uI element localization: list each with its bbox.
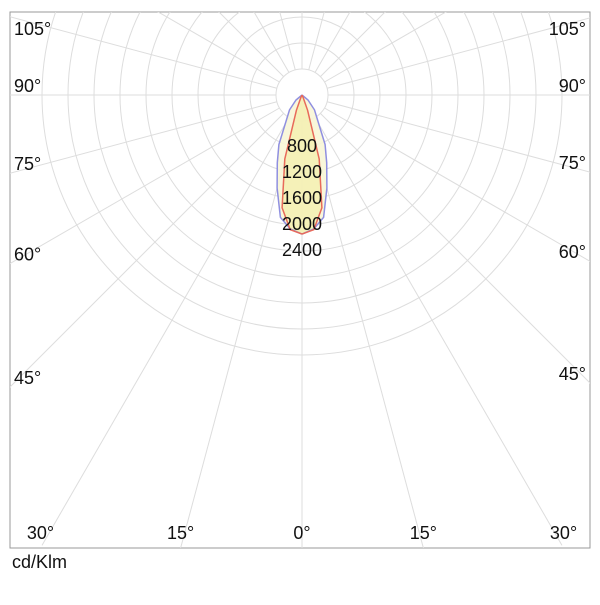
curves xyxy=(276,94,328,235)
grid-radial xyxy=(157,12,280,83)
angle-tick-label: 60° xyxy=(559,242,586,262)
grid-radial xyxy=(10,16,278,89)
grid-radial xyxy=(324,107,590,262)
angle-tick-label: 60° xyxy=(14,244,41,264)
grid-radial xyxy=(326,17,590,89)
r-tick-label: 1600 xyxy=(282,188,322,208)
intensity-curve xyxy=(301,94,328,235)
grid-radial xyxy=(308,119,424,548)
grid-radial xyxy=(320,12,386,77)
grid-radial xyxy=(218,12,284,77)
intensity-curve xyxy=(276,94,303,235)
angle-tick-label: 90° xyxy=(559,76,586,96)
angle-tick-label: 75° xyxy=(559,153,586,173)
r-tick-label: 2000 xyxy=(282,214,322,234)
r-tick-label: 2400 xyxy=(282,240,322,260)
intensity-fill xyxy=(282,95,302,235)
angle-tick-label: 0° xyxy=(293,523,310,543)
r-tick-label: 800 xyxy=(287,136,317,156)
grid-radial xyxy=(320,113,590,384)
angle-tick-label: 15° xyxy=(410,523,437,543)
grid-radial xyxy=(314,117,563,546)
angle-tick-label: 30° xyxy=(27,523,54,543)
grid-radial xyxy=(10,101,278,174)
unit-label: cd/Klm xyxy=(12,552,67,572)
grid-radial xyxy=(326,101,590,173)
plot-frame xyxy=(9,11,591,549)
grid-radial xyxy=(10,107,280,265)
angle-tick-label: 105° xyxy=(14,19,51,39)
angle-tick-label: 90° xyxy=(14,76,41,96)
labels: 800 1200 1600 2000 2400 0° 15° 15° 30° 30° 45° 45° 6… xyxy=(14,19,586,543)
angle-tick-label: 30° xyxy=(550,523,577,543)
angle-tick-label: 45° xyxy=(14,368,41,388)
r-tick-label: 1200 xyxy=(282,162,322,182)
angle-tick-label: 15° xyxy=(167,523,194,543)
angle-tick-label: 75° xyxy=(14,154,41,174)
intensity-curve xyxy=(301,94,323,235)
grid-radial xyxy=(41,117,290,546)
grid-radial xyxy=(180,119,296,548)
intensity-curve xyxy=(281,94,303,235)
grid-radial xyxy=(10,113,284,388)
grid-radial xyxy=(324,12,447,83)
intensity-fill xyxy=(302,95,322,235)
angle-tick-label: 105° xyxy=(549,19,586,39)
angle-tick-label: 45° xyxy=(559,364,586,384)
